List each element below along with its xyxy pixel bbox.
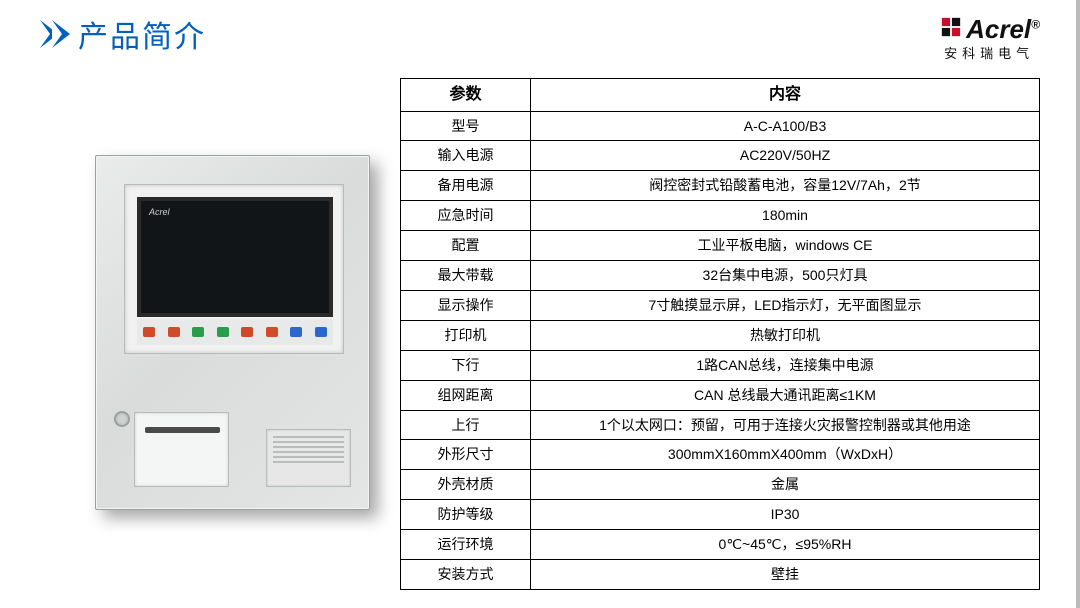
device-button-icon [290,327,302,337]
product-photo: Acrel [95,155,370,510]
table-cell-param: 外形尺寸 [401,440,531,470]
logo-brand-text: Acrel® [966,14,1040,45]
spec-table-body: 型号A-C-A100/B3输入电源AC220V/50HZ备用电源阀控密封式铅酸蓄… [401,111,1040,589]
table-cell-param: 显示操作 [401,290,531,320]
table-row: 运行环境0℃~45℃，≤95%RH [401,530,1040,560]
table-cell-param: 打印机 [401,320,531,350]
device-button-icon [143,327,155,337]
table-cell-content: 32台集中电源，500只灯具 [531,261,1040,291]
table-cell-param: 安装方式 [401,559,531,589]
table-cell-param: 防护等级 [401,500,531,530]
table-cell-content: 180min [531,201,1040,231]
table-header-param: 参数 [401,79,531,112]
table-cell-param: 下行 [401,350,531,380]
logo-registered-icon: ® [1031,17,1040,31]
table-cell-content: 1个以太网口：预留，可用于连接火灾报警控制器或其他用途 [531,410,1040,440]
device-screen: Acrel [137,197,333,317]
table-row: 组网距离CAN 总线最大通讯距离≤1KM [401,380,1040,410]
table-cell-param: 运行环境 [401,530,531,560]
table-row: 输入电源AC220V/50HZ [401,141,1040,171]
device-button-row [137,319,333,345]
table-cell-content: CAN 总线最大通讯距离≤1KM [531,380,1040,410]
table-header-row: 参数 内容 [401,79,1040,112]
page-title: 产品简介 [78,12,206,56]
table-cell-param: 组网距离 [401,380,531,410]
table-cell-content: 阀控密封式铅酸蓄电池，容量12V/7Ah，2节 [531,171,1040,201]
device-button-icon [315,327,327,337]
table-row: 上行1个以太网口：预留，可用于连接火灾报警控制器或其他用途 [401,410,1040,440]
logo-mark-icon [940,16,962,38]
keyhole-icon [114,411,130,427]
table-cell-param: 备用电源 [401,171,531,201]
table-cell-param: 应急时间 [401,201,531,231]
logo-subtitle: 安科瑞电气 [940,43,1040,62]
device-label-plate [266,429,351,487]
table-cell-param: 输入电源 [401,141,531,171]
chevron-right-icon [40,20,64,48]
table-cell-content: AC220V/50HZ [531,141,1040,171]
table-row: 外壳材质金属 [401,470,1040,500]
device-button-icon [241,327,253,337]
table-header-content: 内容 [531,79,1040,112]
table-row: 下行1路CAN总线，连接集中电源 [401,350,1040,380]
table-cell-content: 金属 [531,470,1040,500]
table-cell-content: 300mmX160mmX400mm（WxDxH） [531,440,1040,470]
logo-brand-name: Acrel [966,14,1031,44]
table-cell-content: IP30 [531,500,1040,530]
table-cell-content: A-C-A100/B3 [531,111,1040,141]
table-row: 备用电源阀控密封式铅酸蓄电池，容量12V/7Ah，2节 [401,171,1040,201]
table-row: 显示操作7寸触摸显示屏，LED指示灯，无平面图显示 [401,290,1040,320]
device-screen-brand: Acrel [141,201,329,223]
table-cell-param: 外壳材质 [401,470,531,500]
table-row: 配置工业平板电脑，windows CE [401,231,1040,261]
table-row: 最大带载32台集中电源，500只灯具 [401,261,1040,291]
table-cell-content: 壁挂 [531,559,1040,589]
device-button-icon [192,327,204,337]
table-cell-content: 7寸触摸显示屏，LED指示灯，无平面图显示 [531,290,1040,320]
table-cell-param: 型号 [401,111,531,141]
device-printer [134,412,229,487]
table-row: 打印机热敏打印机 [401,320,1040,350]
table-cell-content: 0℃~45℃，≤95%RH [531,530,1040,560]
table-row: 防护等级IP30 [401,500,1040,530]
table-cell-param: 配置 [401,231,531,261]
table-cell-content: 工业平板电脑，windows CE [531,231,1040,261]
table-row: 型号A-C-A100/B3 [401,111,1040,141]
page-header: 产品简介 [40,12,206,56]
brand-logo: Acrel® 安科瑞电气 [940,14,1040,62]
device-screen-frame: Acrel [124,184,344,354]
table-cell-content: 热敏打印机 [531,320,1040,350]
table-cell-content: 1路CAN总线，连接集中电源 [531,350,1040,380]
table-cell-param: 上行 [401,410,531,440]
device-button-icon [217,327,229,337]
table-row: 外形尺寸300mmX160mmX400mm（WxDxH） [401,440,1040,470]
table-row: 安装方式壁挂 [401,559,1040,589]
table-cell-param: 最大带载 [401,261,531,291]
device-button-icon [266,327,278,337]
spec-table: 参数 内容 型号A-C-A100/B3输入电源AC220V/50HZ备用电源阀控… [400,78,1040,590]
right-edge-bar [1076,0,1080,608]
device-button-icon [168,327,180,337]
table-row: 应急时间180min [401,201,1040,231]
